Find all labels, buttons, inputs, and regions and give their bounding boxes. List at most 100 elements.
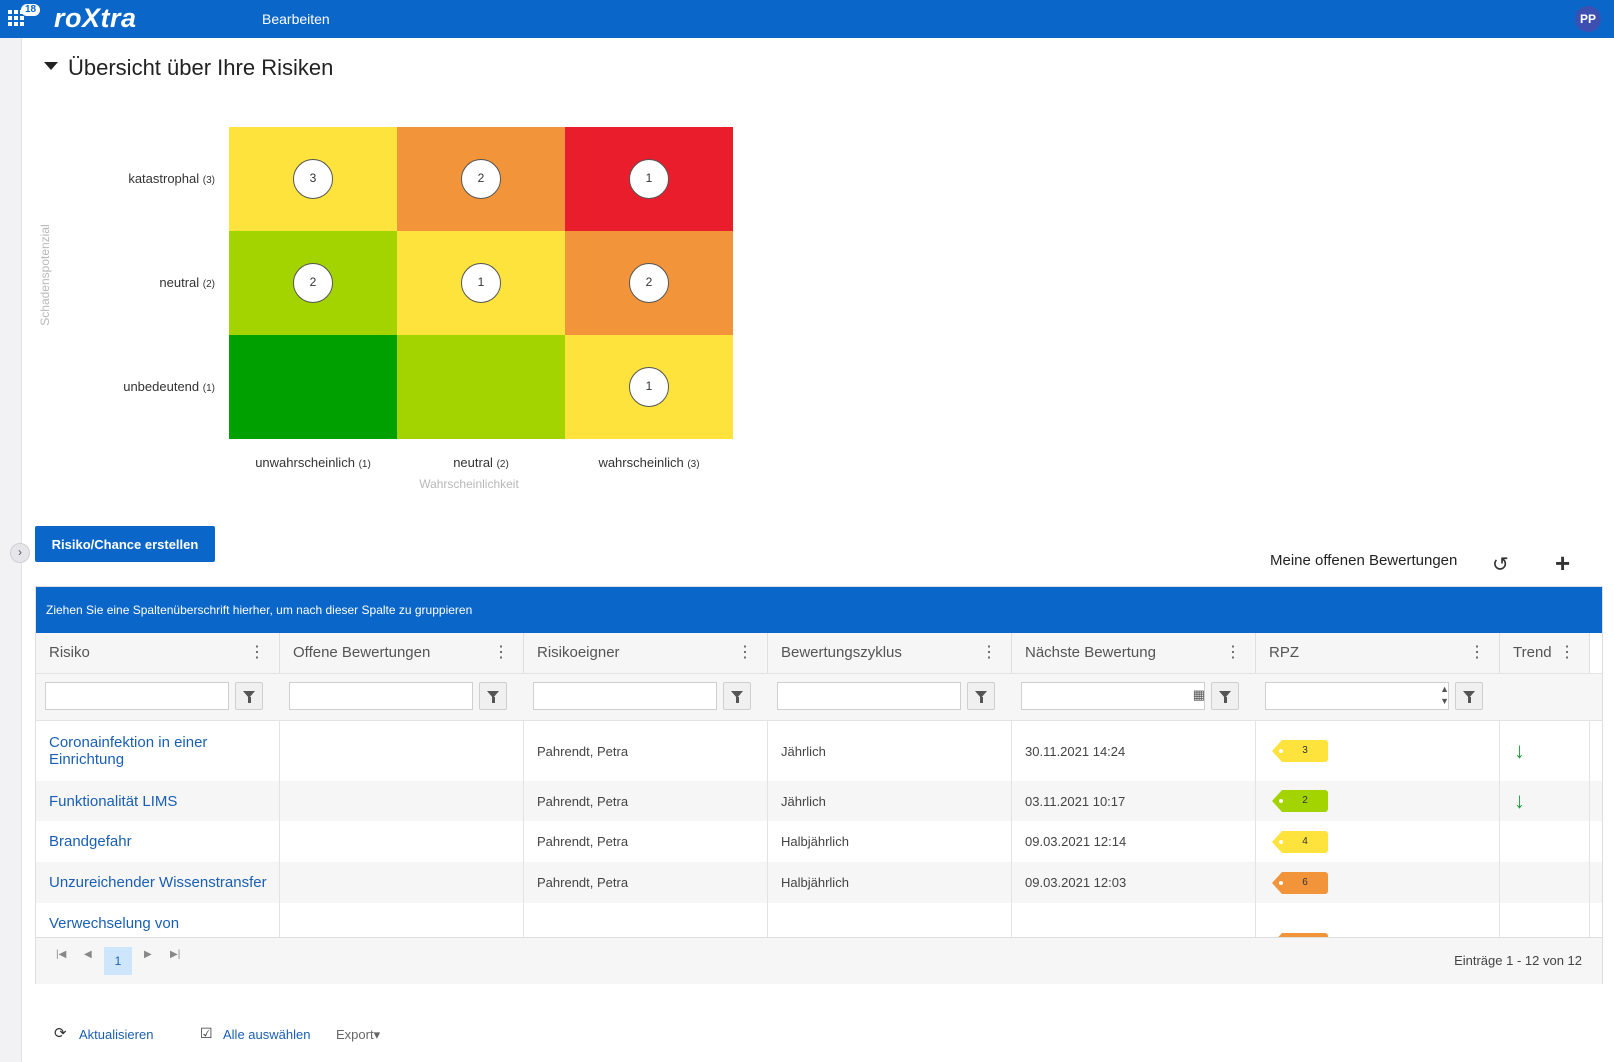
group-hint[interactable]: Ziehen Sie eine Spaltenüberschrift hierh… <box>36 587 1602 633</box>
column-menu-icon[interactable]: ⋮ <box>1559 644 1575 661</box>
matrix-cell[interactable]: 3 <box>229 127 397 231</box>
risk-link[interactable]: Funktionalität LIMS <box>36 781 280 821</box>
matrix-cell[interactable] <box>229 335 397 439</box>
rpz-value: 6 <box>1302 876 1308 888</box>
matrix-cell[interactable] <box>397 335 565 439</box>
column-label-index: (1) <box>358 459 371 470</box>
risk-link[interactable]: Coronainfektion in einer Einrichtung <box>36 721 280 781</box>
matrix-cell[interactable]: 2 <box>397 127 565 231</box>
filter-icon[interactable] <box>479 682 507 710</box>
table-cell: Halbjährlich <box>768 821 1012 862</box>
filter-input[interactable] <box>777 682 961 710</box>
app-logo[interactable]: roXtra <box>54 3 137 33</box>
table-cell: Jährlich <box>768 721 1012 781</box>
table-cell: Halbjährlich <box>768 862 1012 903</box>
reset-icon[interactable]: ↺ <box>1492 554 1509 576</box>
column-menu-icon[interactable]: ⋮ <box>1225 644 1241 661</box>
column-header[interactable]: Nächste Bewertung ⋮ <box>1012 633 1256 673</box>
calendar-icon[interactable]: ▦ <box>1192 687 1205 702</box>
y-axis-title: Schadenspotenzial <box>38 224 52 326</box>
matrix-count[interactable]: 1 <box>461 263 501 303</box>
table-cell: Pahrendt, Petra <box>524 862 768 903</box>
column-header[interactable]: Bewertungszyklus ⋮ <box>768 633 1012 673</box>
filter-input[interactable] <box>289 682 473 710</box>
filter-input[interactable] <box>1265 682 1449 710</box>
page-number[interactable]: 1 <box>104 947 132 975</box>
table-row[interactable]: Brandgefahr Pahrendt, Petra Halbjährlich 09… <box>36 821 1602 862</box>
matrix-count[interactable]: 1 <box>629 159 669 199</box>
matrix-cell[interactable]: 1 <box>397 231 565 335</box>
prev-page-icon[interactable]: ◀ <box>84 949 92 960</box>
matrix-cell[interactable]: 1 <box>565 127 733 231</box>
matrix-count[interactable]: 2 <box>461 159 501 199</box>
notification-badge: 18 <box>21 4 41 16</box>
column-label-index: (2) <box>496 459 509 470</box>
column-header[interactable]: Trend ⋮ <box>1500 633 1590 673</box>
filter-icon[interactable] <box>723 682 751 710</box>
matrix-cell[interactable]: 2 <box>229 231 397 335</box>
column-menu-icon[interactable]: ⋮ <box>493 644 509 661</box>
matrix-count[interactable]: 1 <box>629 367 669 407</box>
trend-down-icon: ↓ <box>1514 738 1525 763</box>
column-header[interactable]: Offene Bewertungen ⋮ <box>280 633 524 673</box>
risk-link[interactable]: Verwechselung von <box>36 903 280 937</box>
matrix-count[interactable]: 3 <box>293 159 333 199</box>
filter-icon[interactable] <box>1211 682 1239 710</box>
user-avatar[interactable]: PP <box>1575 6 1601 32</box>
nav-bearbeiten[interactable]: Bearbeiten <box>262 11 330 27</box>
column-header[interactable]: RPZ ⋮ <box>1256 633 1500 673</box>
filter-row: ▦ ▲ ▼ <box>36 673 1602 721</box>
filter-icon[interactable] <box>235 682 263 710</box>
column-menu-icon[interactable]: ⋮ <box>249 644 265 661</box>
matrix-row-label: unbedeutend (1) <box>15 379 215 394</box>
add-icon[interactable]: + <box>1555 548 1571 578</box>
matrix-count[interactable]: 2 <box>293 263 333 303</box>
table-row[interactable]: Coronainfektion in einer Einrichtung Pahr… <box>36 721 1602 781</box>
column-label-text: unwahrscheinlich <box>255 455 355 470</box>
filter-icon[interactable] <box>967 682 995 710</box>
next-page-icon[interactable]: ▶ <box>144 949 152 960</box>
table-row[interactable]: Funktionalität LIMS Pahrendt, Petra Jährli… <box>36 781 1602 821</box>
create-risk-button[interactable]: Risiko/Chance erstellen <box>35 526 215 562</box>
risk-link[interactable]: Unzureichender Wissenstransfer <box>36 862 280 903</box>
rpz-cell: 3 <box>1256 721 1500 781</box>
select-all-link[interactable]: Alle auswählen <box>223 1027 311 1042</box>
filter-icon[interactable] <box>1455 682 1483 710</box>
rpz-cell: 2 <box>1256 781 1500 821</box>
table-row[interactable]: Unzureichender Wissenstransfer Pahrendt, … <box>36 862 1602 903</box>
column-header-label: Bewertungszyklus <box>781 644 902 661</box>
filter-input[interactable] <box>45 682 229 710</box>
table-row[interactable]: Verwechselung von Pahrendt, PetraJährlich… <box>36 903 1602 937</box>
matrix-count[interactable]: 2 <box>629 263 669 303</box>
matrix-cell[interactable]: 2 <box>565 231 733 335</box>
rpz-tag: 6 <box>1272 932 1328 937</box>
table-cell: Jährlich <box>768 781 1012 821</box>
collapse-caret-icon[interactable] <box>44 62 58 70</box>
section-title: Übersicht über Ihre Risiken <box>68 55 334 80</box>
column-menu-icon[interactable]: ⋮ <box>737 644 753 661</box>
refresh-link[interactable]: Aktualisieren <box>79 1027 154 1042</box>
column-header[interactable]: Risiko ⋮ <box>36 633 280 673</box>
column-menu-icon[interactable]: ⋮ <box>1469 644 1485 661</box>
filter-input[interactable] <box>1021 682 1205 710</box>
refresh-icon[interactable]: ⟳ <box>54 1025 67 1042</box>
open-reviews-link[interactable]: Meine offenen Bewertungen <box>1270 552 1458 569</box>
matrix-row-label: neutral (2) <box>15 275 215 290</box>
spinner-icon[interactable]: ▲ ▼ <box>1440 684 1449 706</box>
column-header[interactable]: Risikoeigner ⋮ <box>524 633 768 673</box>
sidebar-expand-button[interactable]: › <box>10 543 30 563</box>
risk-link[interactable]: Brandgefahr <box>36 821 280 862</box>
checkbox-icon[interactable]: ☑ <box>200 1025 213 1041</box>
table-cell <box>280 821 524 862</box>
export-dropdown[interactable]: Export▾ <box>336 1027 381 1042</box>
rpz-tag: 4 <box>1272 830 1328 853</box>
rpz-value: 4 <box>1302 835 1308 847</box>
table-cell: 03.11.2021 10:17 <box>1012 781 1256 821</box>
filter-input[interactable] <box>533 682 717 710</box>
rpz-value: 3 <box>1302 745 1308 756</box>
matrix-cell[interactable]: 1 <box>565 335 733 439</box>
last-page-icon[interactable]: ▶| <box>170 949 181 960</box>
trend-cell <box>1500 862 1590 903</box>
first-page-icon[interactable]: |◀ <box>56 949 67 960</box>
column-menu-icon[interactable]: ⋮ <box>981 644 997 661</box>
